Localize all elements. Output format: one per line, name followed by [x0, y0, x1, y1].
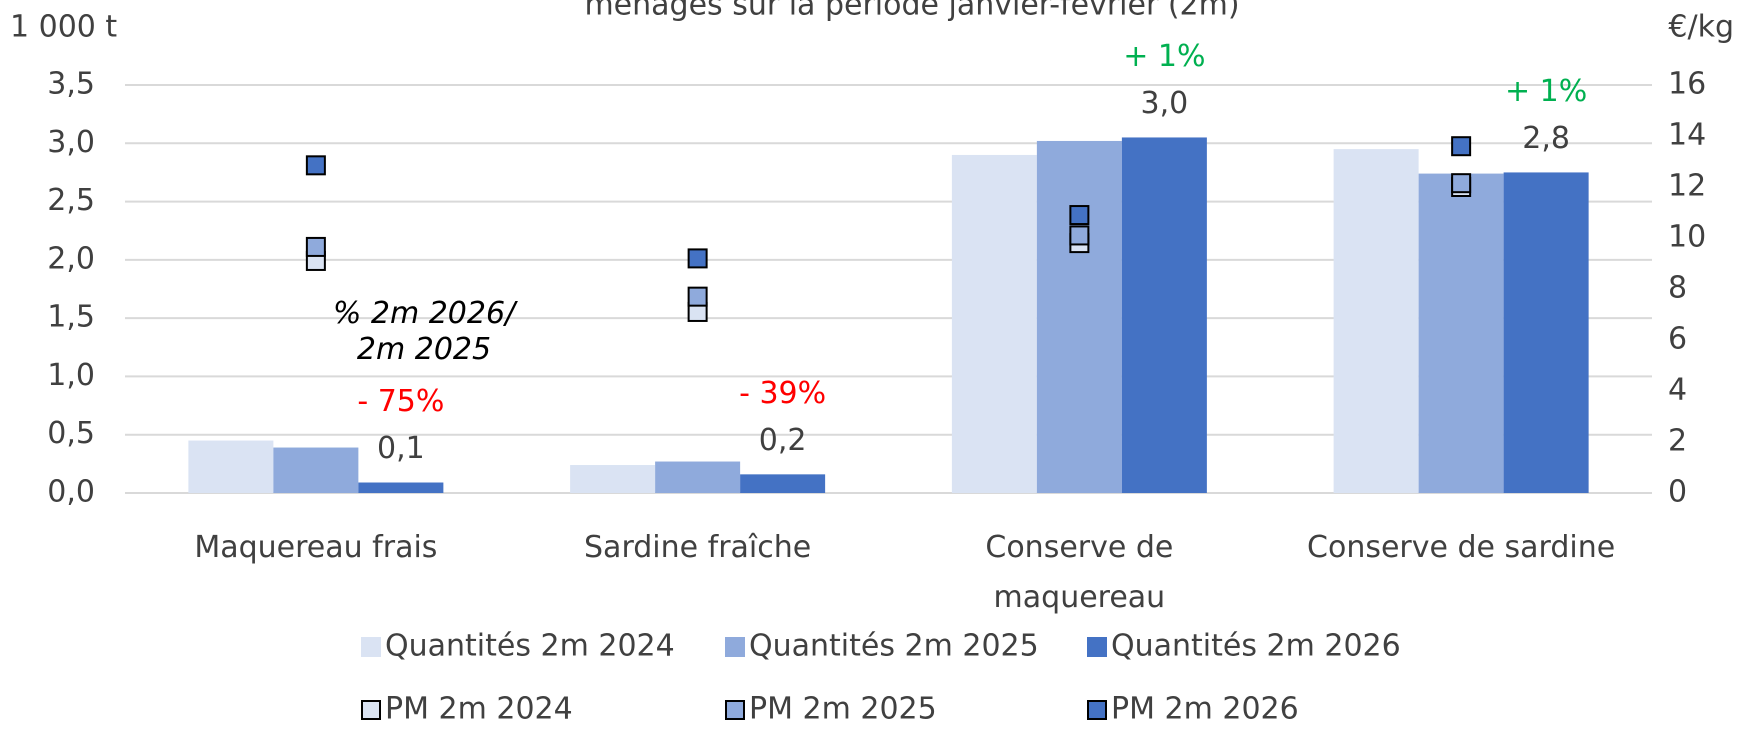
bar [1121, 137, 1207, 493]
legend-swatch [361, 700, 381, 720]
change-label: + 1% [1123, 39, 1205, 74]
price-marker [1069, 225, 1090, 246]
price-marker [1069, 205, 1090, 226]
price-marker [305, 236, 326, 257]
value-label: 2,8 [1522, 121, 1570, 156]
bar [740, 474, 826, 493]
legend-label: PM 2m 2025 [749, 692, 937, 727]
change-label: - 75% [357, 384, 444, 419]
value-label: 0,1 [377, 431, 425, 466]
y-tick-label: 3,5 [47, 67, 95, 102]
x-tick-label: Conserve de sardine [1307, 530, 1616, 565]
bar [273, 447, 359, 493]
y2-tick-label: 2 [1668, 424, 1687, 459]
price-marker [305, 155, 326, 176]
y2-tick-label: 6 [1668, 322, 1687, 357]
bar [951, 154, 1037, 493]
legend-swatch [1087, 700, 1107, 720]
legend-swatch [725, 700, 745, 720]
bar [188, 440, 274, 493]
legend-label: PM 2m 2026 [1111, 692, 1299, 727]
legend-label: Quantités 2m 2025 [749, 629, 1039, 664]
change-label: - 39% [739, 376, 826, 411]
y2-tick-label: 12 [1668, 169, 1706, 204]
legend-label: Quantités 2m 2026 [1111, 629, 1401, 664]
bar [655, 461, 741, 493]
change-label: + 1% [1505, 74, 1587, 109]
legend-swatch [361, 637, 381, 657]
price-marker [1451, 136, 1472, 157]
y2-tick-label: 0 [1668, 475, 1687, 510]
note: % 2m 2026/ 2m 2025 [332, 296, 516, 367]
chart-title: ménages sur la période janvier-février (… [584, 0, 1239, 23]
bar [570, 465, 656, 493]
y-tick-label: 1,0 [47, 358, 95, 393]
y2-tick-label: 10 [1668, 220, 1706, 255]
value-label: 0,2 [759, 423, 807, 458]
price-marker [1451, 173, 1472, 194]
y2-tick-label: 8 [1668, 271, 1687, 306]
y-tick-label: 0,5 [47, 416, 95, 451]
y-tick-label: 2,0 [47, 241, 95, 276]
price-marker [687, 286, 708, 307]
y2-tick-label: 16 [1668, 67, 1706, 102]
bar [358, 482, 444, 493]
y2-axis-unit: €/kg [1668, 10, 1734, 45]
x-tick-label: Maquereau frais [194, 530, 438, 565]
y2-tick-label: 14 [1668, 118, 1706, 153]
x-tick-label: Sardine fraîche [584, 530, 812, 565]
y-tick-label: 0,0 [47, 475, 95, 510]
bar [1503, 172, 1589, 493]
legend-label: Quantités 2m 2024 [385, 629, 675, 664]
x-tick-label: Conserve de maquereau [985, 530, 1174, 615]
y2-tick-label: 4 [1668, 373, 1687, 408]
price-marker [687, 248, 708, 269]
legend-label: PM 2m 2024 [385, 692, 573, 727]
value-label: 3,0 [1141, 86, 1189, 121]
y-tick-label: 2,5 [47, 183, 95, 218]
y-tick-label: 3,0 [47, 125, 95, 160]
y-axis-unit: 1 000 t [10, 10, 117, 45]
bar [1418, 173, 1504, 493]
bar [1333, 149, 1419, 493]
legend-swatch [1087, 637, 1107, 657]
bar [1036, 140, 1122, 493]
legend-swatch [725, 637, 745, 657]
y-tick-label: 1,5 [47, 300, 95, 335]
